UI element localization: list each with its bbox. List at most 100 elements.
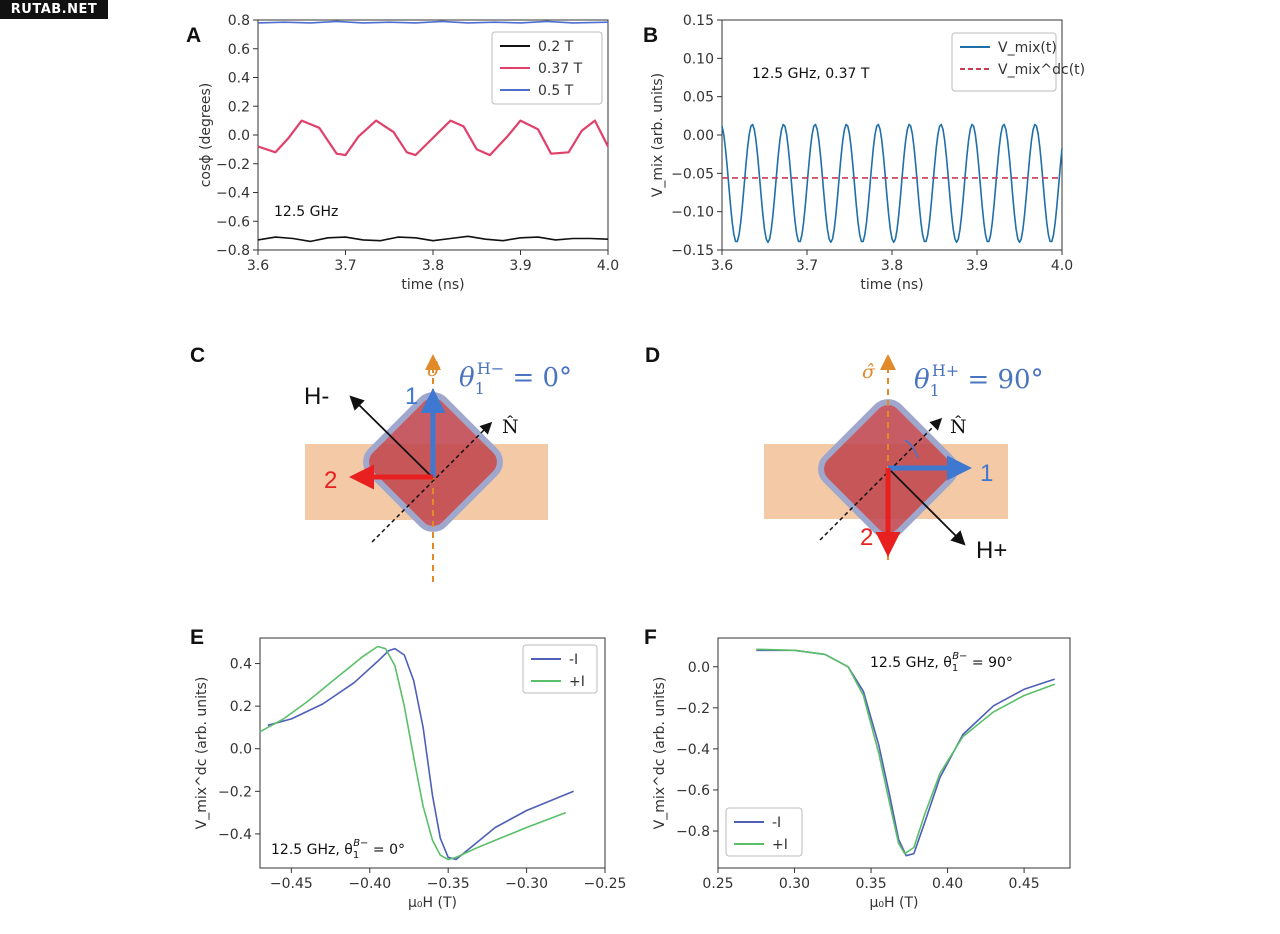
series-line: [257, 119, 609, 157]
label-1-c: 1: [405, 383, 418, 410]
legend-label: 0.2 T: [538, 39, 574, 55]
panel-label-d: D: [645, 344, 660, 367]
x-axis-label: μ₀H (T): [870, 895, 919, 911]
y-tick-label: 0.4: [228, 71, 250, 87]
x-tick-label: 3.6: [247, 258, 269, 274]
series-line: [257, 235, 609, 243]
y-tick-label: 0.8: [228, 13, 250, 29]
x-axis-label: μ₀H (T): [408, 895, 457, 911]
y-tick-label: −0.6: [216, 214, 250, 230]
panel-label-e: E: [190, 626, 204, 649]
h-field-arrow-d: [887, 467, 966, 546]
series-line: [267, 647, 574, 861]
series-line: [756, 648, 1055, 855]
legend-label: 0.5 T: [538, 83, 574, 99]
sigma-label-d: σ̂: [862, 361, 876, 383]
legend-label: -I: [569, 652, 578, 668]
y-tick-label: 0.0: [688, 660, 710, 676]
x-tick-label: −0.40: [348, 876, 391, 892]
watermark: RUTAB.NET: [0, 0, 108, 19]
panel-label-b: B: [643, 24, 658, 47]
angle-arc-d: [904, 439, 919, 459]
legend-box: [725, 807, 803, 857]
y-axis-label: V_mix^dc (arb. units): [194, 677, 210, 830]
x-axis-label: time (ns): [860, 277, 923, 293]
y-tick-label: −0.4: [216, 186, 250, 202]
h-label-c: H-: [304, 383, 329, 410]
annotation-f: 12.5 GHz, θ1B− = 90°: [870, 651, 1013, 674]
chart-e: −0.45 −0.40 −0.35 −0.30 −0.25 0.4 0.2 0.0 −0.2 −0…: [194, 637, 627, 911]
series-line: [721, 123, 1063, 244]
x-tick-label: −0.30: [505, 876, 548, 892]
y-tick-label: 0.4: [230, 657, 252, 673]
legend-label: +I: [772, 837, 788, 853]
y-axis-label: V_mix^dc (arb. units): [652, 677, 668, 830]
x-tick-label: 4.0: [1051, 258, 1073, 274]
x-tick-label: 3.8: [422, 258, 444, 274]
x-tick-label: 0.45: [1009, 876, 1040, 892]
x-tick-label: 3.8: [881, 258, 903, 274]
x-axis-label: time (ns): [401, 277, 464, 293]
y-tick-label: −0.05: [671, 166, 714, 182]
label-2-d: 2: [860, 524, 873, 551]
annotation-b: 12.5 GHz, 0.37 T: [752, 66, 870, 82]
legend-box: [491, 31, 603, 105]
label-1-d: 1: [980, 460, 993, 487]
h-label-d: H+: [976, 537, 1007, 564]
theta-label-c: θ1H− = 0°: [459, 359, 572, 398]
y-tick-label: −0.6: [676, 783, 710, 799]
legend-label: -I: [772, 815, 781, 831]
y-tick-label: 0.0: [230, 742, 252, 758]
panel-label-a: A: [186, 24, 201, 47]
annotation-e: 12.5 GHz, θ1B− = 0°: [271, 838, 405, 861]
y-tick-label: −0.8: [216, 243, 250, 259]
y-tick-label: 0.6: [228, 42, 250, 58]
chart-b: 3.6 3.7 3.8 3.9 4.0 −0.15 −0.10 −0.05 0.00 0.05 0.…: [650, 13, 1085, 293]
plot-frame: [259, 637, 606, 869]
chart-a: 3.6 3.7 3.8 3.9 4.0 −0.8 −0.6 −0.4 −0.2 0.0 0.2 0.4…: [198, 13, 619, 293]
x-tick-label: 0.30: [779, 876, 810, 892]
h-field-arrow-c: [349, 395, 434, 479]
y-tick-label: 0.05: [683, 90, 714, 106]
y-tick-label: −0.2: [676, 701, 710, 717]
y-tick-label: −0.2: [216, 157, 250, 173]
y-tick-label: −0.4: [676, 742, 710, 758]
diagram-d: σ̂ θ1H+ = 90° H+ N̂ 1 2: [764, 354, 1044, 564]
y-tick-label: 0.0: [228, 128, 250, 144]
y-tick-label: −0.10: [671, 205, 714, 221]
panel-label-c: C: [190, 344, 205, 367]
y-axis-label: V_mix (arb. units): [650, 73, 666, 197]
series-line: [259, 645, 567, 861]
x-tick-label: −0.45: [270, 876, 313, 892]
y-tick-label: 0.2: [228, 99, 250, 115]
panel-label-f: F: [644, 626, 657, 649]
legend-box: [522, 644, 598, 694]
y-tick-label: 0.10: [683, 51, 714, 67]
x-tick-label: 3.9: [966, 258, 988, 274]
y-tick-label: −0.4: [218, 827, 252, 843]
n-label-c: N̂: [502, 416, 519, 438]
normal-axis-d: [819, 417, 943, 541]
y-tick-label: 0.15: [683, 13, 714, 29]
label-2-c: 2: [324, 467, 337, 494]
series-line: [257, 20, 609, 24]
x-tick-label: 3.9: [509, 258, 531, 274]
x-tick-label: 4.0: [597, 258, 619, 274]
x-tick-label: 3.6: [711, 258, 733, 274]
y-tick-label: 0.00: [683, 128, 714, 144]
sigma-label-c: σ̂: [427, 359, 441, 381]
legend-label: V_mix^dc(t): [998, 62, 1085, 78]
x-tick-label: 0.40: [932, 876, 963, 892]
legend-label: +I: [569, 674, 585, 690]
y-tick-label: −0.2: [218, 784, 252, 800]
theta-label-d: θ1H+ = 90°: [914, 361, 1044, 400]
x-tick-label: −0.35: [427, 876, 470, 892]
x-tick-label: 0.25: [702, 876, 733, 892]
annotation-a: 12.5 GHz: [274, 204, 338, 220]
plot-frame: [717, 637, 1071, 869]
y-axis-label: cosϕ (degrees): [198, 83, 214, 188]
chart-f: 0.25 0.30 0.35 0.40 0.45 0.0 −0.2 −0.4 −0.6 −0.8 μ…: [652, 637, 1071, 911]
n-label-d: N̂: [950, 416, 967, 438]
x-tick-label: −0.25: [584, 876, 627, 892]
